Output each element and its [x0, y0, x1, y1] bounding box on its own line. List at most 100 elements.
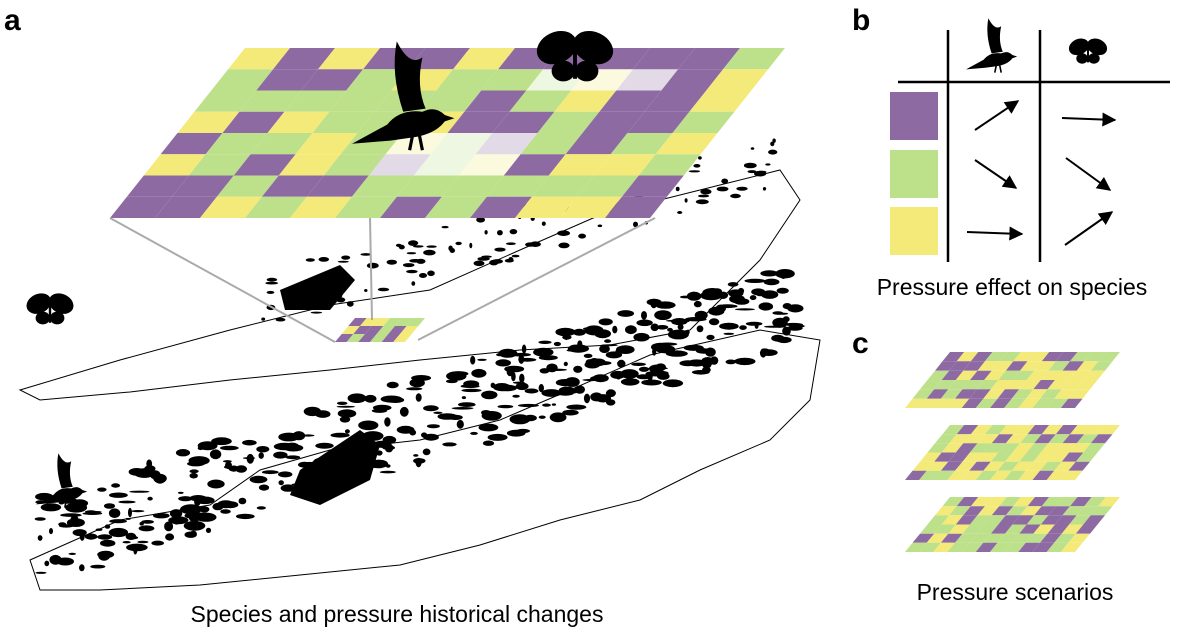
- grid-cell: [655, 133, 718, 155]
- map-patch: [406, 269, 418, 274]
- grid-cell: [453, 48, 515, 70]
- map-patch: [118, 500, 136, 504]
- grid-cell: [520, 133, 583, 155]
- map-patch: [583, 393, 591, 404]
- map-patch: [439, 413, 454, 416]
- map-patch: [261, 470, 279, 475]
- map-patch: [612, 325, 618, 334]
- grid-cell: [503, 154, 566, 176]
- grid-cell: [312, 111, 375, 133]
- grid-cell: [1027, 497, 1050, 507]
- map-patch: [133, 468, 155, 478]
- grid-cell: [1055, 352, 1078, 362]
- map-patch: [235, 465, 247, 473]
- map-patch: [584, 360, 601, 369]
- map-patch: [256, 506, 266, 510]
- grid-cell: [261, 175, 324, 197]
- map-patch: [747, 170, 757, 174]
- grid-cell: [948, 524, 970, 534]
- grid-cell: [990, 398, 1012, 408]
- grid-cell: [969, 533, 991, 543]
- grid-cell: [955, 533, 977, 543]
- grid-cell: [1041, 352, 1064, 362]
- map-patch: [519, 373, 525, 383]
- grid-cell: [441, 175, 504, 197]
- map-patch: [736, 186, 748, 191]
- map-patch: [455, 241, 462, 246]
- grid-cell: [205, 133, 268, 155]
- grid-cell: [1005, 452, 1027, 462]
- map-patch: [652, 347, 657, 356]
- grid-cell: [593, 154, 656, 176]
- grid-cell: [216, 175, 279, 197]
- grid-cell: [621, 175, 684, 197]
- grid-cell: [376, 326, 395, 334]
- map-patch: [169, 509, 183, 518]
- map-patch: [90, 564, 106, 569]
- grid-cell: [976, 524, 999, 534]
- map-patch: [633, 221, 638, 228]
- grid-cell: [976, 380, 999, 390]
- pressure-swatch: [890, 92, 938, 140]
- map-patch: [183, 520, 206, 531]
- grid-cell: [329, 90, 392, 112]
- map-patch: [760, 348, 767, 358]
- map-patch: [654, 310, 672, 320]
- grid-cell: [1098, 352, 1120, 362]
- map-patch: [524, 388, 539, 394]
- grid-cell: [171, 175, 234, 197]
- map-patch: [492, 259, 503, 264]
- map-patch: [284, 442, 300, 451]
- grid-cell: [934, 452, 956, 462]
- grid-cell: [1054, 533, 1076, 543]
- grid-cell: [358, 334, 377, 342]
- grid-cell: [997, 389, 1020, 399]
- grid-cell: [949, 506, 971, 516]
- map-patch: [126, 543, 148, 552]
- grid-cell: [948, 452, 970, 462]
- grid-cell: [999, 352, 1021, 362]
- map-patch: [487, 433, 508, 441]
- grid-cell: [947, 542, 970, 552]
- grid-cell: [999, 425, 1021, 435]
- grid-cell: [926, 461, 949, 471]
- grid-cell: [912, 533, 935, 543]
- map-patch: [337, 409, 357, 418]
- map-patch: [539, 368, 550, 374]
- grid-cell: [1025, 389, 1048, 399]
- grid-cell: [436, 69, 499, 91]
- map-patch: [129, 490, 150, 493]
- map-patch: [60, 513, 82, 517]
- grid-cell: [1019, 524, 1041, 534]
- grid-cell: [194, 90, 257, 112]
- map-patch: [336, 405, 355, 408]
- map-patch: [195, 512, 217, 522]
- grid-cell: [1084, 497, 1106, 507]
- map-patch: [415, 393, 422, 402]
- map-patch: [494, 247, 506, 252]
- grid-cell: [406, 318, 425, 326]
- map-patch: [471, 368, 487, 378]
- map-patch: [512, 394, 520, 398]
- map-patch: [497, 230, 503, 236]
- grid-cell: [927, 370, 950, 380]
- map-patch: [734, 308, 755, 311]
- map-patch: [688, 170, 701, 173]
- grid-cell: [956, 425, 979, 435]
- map-patch: [103, 503, 116, 509]
- grid-cell: [1040, 515, 1063, 525]
- grid-cell: [458, 154, 521, 176]
- map-patch: [620, 369, 639, 379]
- map-patch: [636, 374, 652, 380]
- map-patch: [776, 287, 789, 294]
- grid-cell: [1033, 452, 1055, 462]
- grid-cell: [380, 196, 442, 218]
- grid-cell: [977, 434, 1000, 444]
- map-patch: [696, 325, 704, 333]
- grid-cell: [1048, 506, 1070, 516]
- map-patch: [598, 318, 613, 326]
- map-patch: [122, 541, 131, 544]
- map-patch: [657, 347, 664, 350]
- grid-cell: [1005, 506, 1028, 516]
- map-patch: [280, 265, 355, 310]
